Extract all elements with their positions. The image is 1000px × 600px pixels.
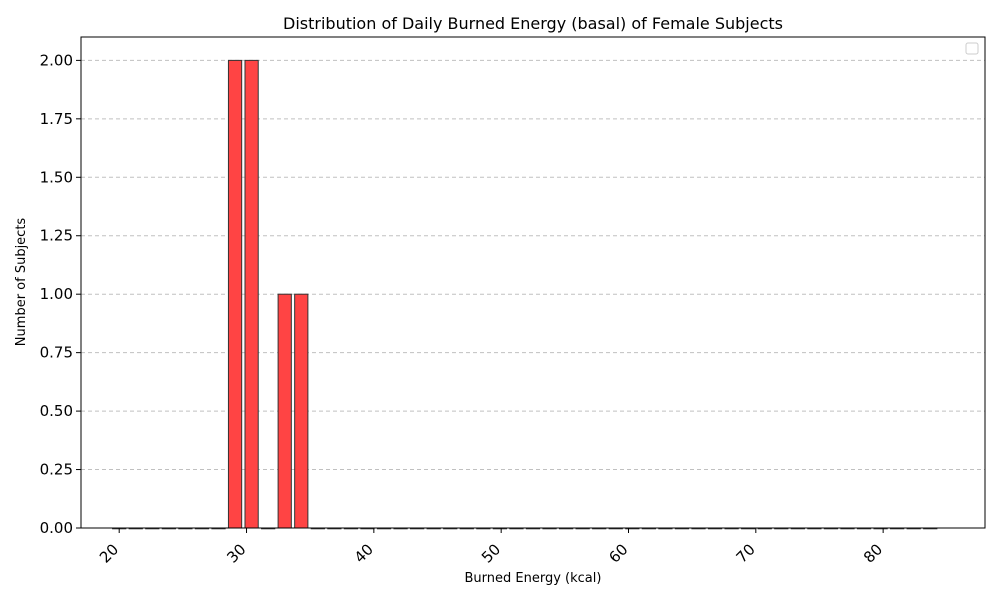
y-tick-label: 1.50 [40, 168, 73, 186]
x-tick-label: 40 [351, 540, 377, 566]
y-tick-label: 0.00 [40, 519, 73, 537]
bar [244, 59, 259, 529]
bar [277, 293, 292, 529]
y-ticks: 0.00 0.25 0.50 0.75 1.00 1.25 1.50 1.75 2.00 [40, 51, 81, 537]
grid-lines [81, 59, 985, 529]
y-tick-label: 0.75 [40, 344, 73, 362]
y-tick-label: 0.50 [40, 402, 73, 420]
y-axis-label: Number of Subjects [14, 218, 29, 347]
x-tick-label: 80 [860, 540, 886, 566]
plot-frame [80, 36, 986, 529]
x-tick-label: 50 [478, 540, 504, 566]
chart-title: Distribution of Daily Burned Energy (bas… [283, 14, 783, 33]
x-tick-label: 20 [96, 540, 122, 566]
y-tick-label: 1.00 [40, 285, 73, 303]
y-tick-label: 1.25 [40, 227, 73, 245]
y-tick-label: 2.00 [40, 51, 73, 69]
x-tick-label: 30 [223, 540, 249, 566]
x-tick-label: 60 [605, 540, 631, 566]
bar [227, 59, 243, 529]
x-tick-label: 70 [733, 540, 759, 566]
x-axis-label: Burned Energy (kcal) [465, 571, 602, 586]
y-tick-label: 1.75 [40, 110, 73, 128]
y-tick-label: 0.25 [40, 461, 73, 479]
bars [112, 59, 938, 530]
bar [294, 293, 309, 529]
legend-box [965, 42, 979, 55]
x-ticks: 20 30 40 50 60 70 80 [96, 528, 886, 567]
